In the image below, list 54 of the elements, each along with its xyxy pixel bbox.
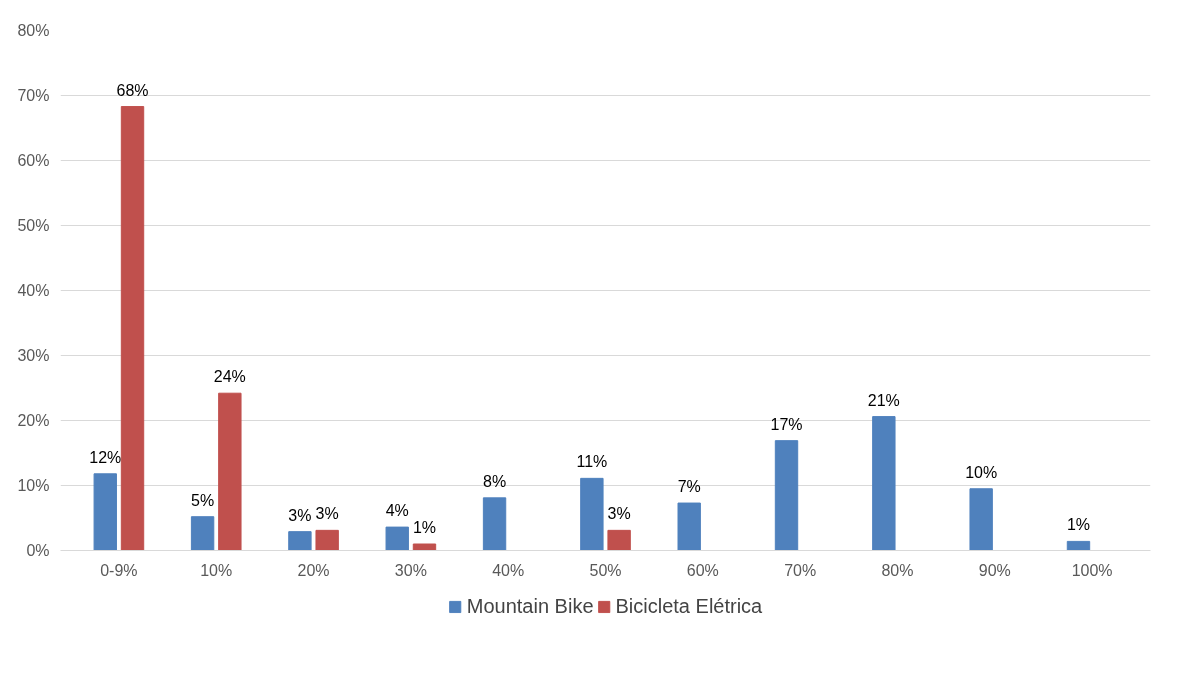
data-label: 5% xyxy=(191,491,215,509)
y-tick-label: 40% xyxy=(17,282,50,299)
x-tick-label: 80% xyxy=(881,561,914,579)
y-tick-label: 60% xyxy=(17,152,50,169)
data-label: 3% xyxy=(607,505,631,523)
x-tick-label: 20% xyxy=(297,561,330,579)
data-label: 3% xyxy=(315,505,339,523)
y-tick-label: 70% xyxy=(17,87,50,104)
bar xyxy=(580,477,604,551)
bar xyxy=(385,526,409,551)
data-label: 11% xyxy=(576,453,608,471)
data-label: 24% xyxy=(213,368,246,386)
data-label: 8% xyxy=(482,472,507,490)
bar xyxy=(969,488,993,551)
data-label: 3% xyxy=(288,506,312,524)
x-tick-label: 40% xyxy=(492,561,525,579)
x-tick-label: 10% xyxy=(200,561,233,579)
y-tick-label: 20% xyxy=(17,412,50,429)
data-label: 17% xyxy=(770,415,803,433)
data-label: 21% xyxy=(867,391,900,409)
legend-label: Mountain Bike xyxy=(466,594,594,618)
legend-label: Bicicleta Elétrica xyxy=(615,594,763,618)
bar xyxy=(607,529,631,551)
bar xyxy=(1066,540,1091,551)
bar xyxy=(218,392,242,551)
bar xyxy=(190,516,215,551)
x-tick-label: 90% xyxy=(978,561,1011,579)
y-tick-label: 0% xyxy=(26,542,50,559)
data-label: 12% xyxy=(89,448,122,466)
x-tick-label: 70% xyxy=(784,561,817,579)
data-label: 68% xyxy=(116,81,149,99)
y-tick-label: 30% xyxy=(17,347,50,364)
x-tick-label: 30% xyxy=(394,561,427,579)
x-tick-label: 60% xyxy=(686,561,719,579)
x-tick-label: 100% xyxy=(1071,561,1113,579)
data-label: 7% xyxy=(677,478,701,496)
bar xyxy=(774,440,799,551)
x-tick-label: 0-9% xyxy=(100,561,138,579)
bar xyxy=(482,497,507,551)
bar xyxy=(315,529,339,551)
bar xyxy=(677,502,701,551)
bar xyxy=(120,106,145,551)
data-label: 4% xyxy=(385,502,409,520)
y-tick-label: 80% xyxy=(17,22,50,39)
data-label: 10% xyxy=(965,463,998,481)
y-tick-label: 50% xyxy=(17,217,50,234)
x-tick-label: 50% xyxy=(589,561,622,579)
bar xyxy=(288,531,312,551)
bar xyxy=(872,416,896,551)
y-tick-label: 10% xyxy=(17,477,50,494)
bar xyxy=(412,543,437,551)
data-label: 1% xyxy=(412,519,437,536)
bar xyxy=(93,473,117,551)
data-label: 1% xyxy=(1066,516,1091,534)
